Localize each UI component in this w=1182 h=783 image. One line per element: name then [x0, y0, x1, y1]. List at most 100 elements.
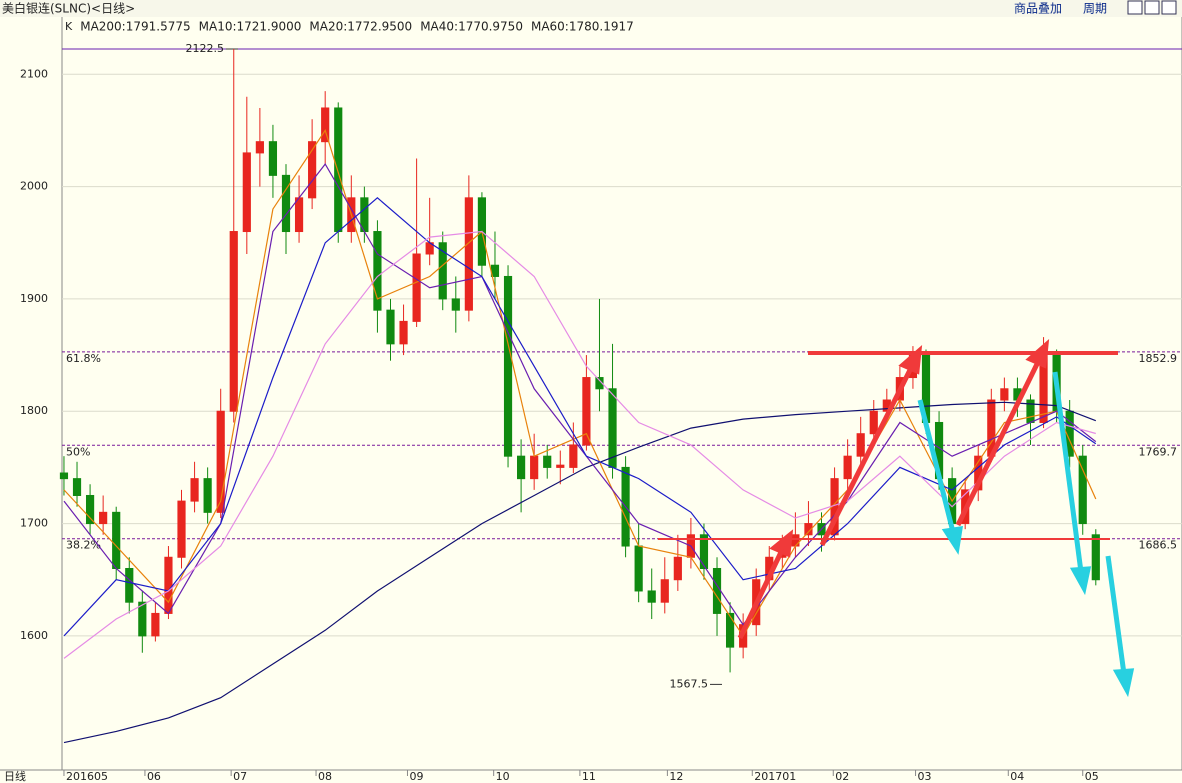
- candle-body: [308, 141, 317, 199]
- candle-body: [673, 556, 682, 581]
- candle-body: [608, 388, 617, 468]
- candle-body: [1078, 455, 1087, 525]
- candle-body: [151, 612, 160, 637]
- fib-level-percent: 50%: [66, 445, 90, 458]
- candle-body: [72, 478, 82, 496]
- candle-body: [556, 464, 565, 468]
- candle-body: [1091, 534, 1100, 581]
- candle-body: [281, 174, 291, 233]
- legend-entry: MA20:1772.9500: [309, 20, 412, 34]
- x-tick-label: 02: [835, 770, 849, 783]
- candle-body: [386, 309, 395, 345]
- arrow-head: [1112, 668, 1135, 698]
- arrow: [1052, 371, 1084, 573]
- candle-body: [294, 197, 304, 233]
- fib-level-value: 1686.5: [1139, 539, 1178, 552]
- candle-body: [321, 107, 330, 143]
- candle-body: [856, 433, 865, 457]
- low-label: 1567.5: [670, 677, 709, 690]
- period-button[interactable]: 周期: [1083, 2, 1107, 16]
- fib-level-percent: 38.2%: [66, 539, 101, 552]
- arrow: [917, 399, 956, 533]
- candle-body: [634, 545, 643, 592]
- ma-line: [63, 230, 1096, 659]
- candle-body: [373, 231, 382, 311]
- y-tick-label: 2000: [20, 180, 48, 193]
- candle-body: [412, 253, 421, 322]
- candle-body: [334, 107, 343, 233]
- red-arrows: [737, 338, 1050, 640]
- y-tick-label: 1800: [20, 404, 48, 417]
- legend-entry: MA10:1721.9000: [199, 20, 302, 34]
- legend-entry: MA40:1770.9750: [420, 20, 523, 34]
- candle-body: [569, 444, 578, 468]
- candle-body: [59, 472, 69, 480]
- arrow-head: [898, 344, 923, 375]
- x-tick-label: 12: [669, 770, 683, 783]
- icon-max[interactable]: [1161, 0, 1177, 15]
- candle-body: [582, 377, 591, 446]
- candle-body: [164, 556, 173, 614]
- x-tick-label: 08: [318, 770, 332, 783]
- candle-body: [595, 377, 604, 390]
- candle-body: [255, 141, 264, 154]
- candle-body: [725, 612, 735, 648]
- y-tick-label: 1900: [20, 292, 48, 305]
- cyan-arrows: [917, 371, 1135, 698]
- overlay-button[interactable]: 商品叠加: [1014, 1, 1062, 16]
- plot: 1567.5: [59, 49, 1100, 744]
- x-tick-label: 04: [1010, 770, 1024, 783]
- candle-body: [203, 478, 212, 513]
- arrow-head: [769, 529, 794, 558]
- icon-left[interactable]: [1127, 0, 1143, 15]
- y-tick-label: 2100: [20, 67, 48, 80]
- candle-body: [530, 455, 539, 480]
- x-tick-label: 201701: [754, 770, 796, 783]
- arrow: [819, 364, 915, 547]
- candle-body: [660, 579, 669, 603]
- candle-body: [268, 141, 278, 176]
- high-label: 2122.5: [186, 42, 225, 55]
- candle-body: [190, 478, 199, 502]
- period-label: 日线: [4, 769, 26, 783]
- candle-body: [438, 242, 447, 300]
- candle-body: [464, 197, 473, 311]
- x-tick-label: 10: [496, 770, 510, 783]
- arrow: [737, 546, 786, 640]
- candle-body: [177, 500, 186, 558]
- candle-body: [451, 298, 460, 311]
- arrow: [1105, 555, 1127, 675]
- candle-body: [517, 455, 526, 480]
- legend-entry: MA200:1791.5775: [80, 20, 190, 34]
- candle-body: [125, 567, 134, 603]
- candle-body: [138, 601, 147, 637]
- icon-right[interactable]: [1144, 0, 1160, 15]
- annotations: [658, 338, 1135, 698]
- x-tick-label: 11: [582, 770, 596, 783]
- candle-body: [1000, 388, 1009, 401]
- candle-body: [216, 410, 225, 513]
- candle-body: [699, 534, 709, 569]
- candle-body: [112, 511, 121, 569]
- candle-body: [229, 231, 238, 412]
- arrow: [955, 358, 1042, 527]
- ma-line: [63, 197, 1097, 637]
- candle-body: [804, 523, 813, 536]
- nav-icons[interactable]: [1127, 0, 1177, 15]
- candle-body: [543, 455, 552, 468]
- candle-body: [843, 455, 852, 480]
- arrow-head: [1069, 566, 1092, 596]
- x-tick-label: 05: [1085, 770, 1099, 783]
- candle-body: [242, 152, 251, 233]
- candle-body: [503, 275, 513, 457]
- legend-prefix: K: [65, 20, 73, 33]
- ma-line: [63, 401, 1097, 744]
- x-tick-label: 03: [918, 770, 932, 783]
- candle-body: [647, 590, 656, 603]
- legend-entry: MA60:1780.1917: [531, 20, 634, 34]
- candle-body: [99, 511, 108, 525]
- x-tick-label: 07: [233, 770, 247, 783]
